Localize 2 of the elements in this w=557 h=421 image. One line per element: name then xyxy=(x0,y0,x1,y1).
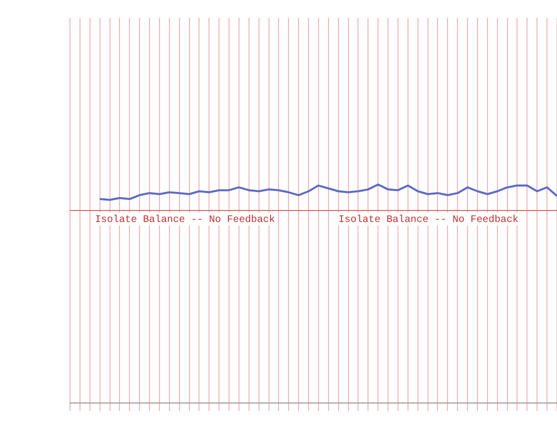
text: Isolate Balance -- No Feedback xyxy=(338,214,519,226)
text: Isolate Balance -- No Feedback xyxy=(95,214,276,226)
